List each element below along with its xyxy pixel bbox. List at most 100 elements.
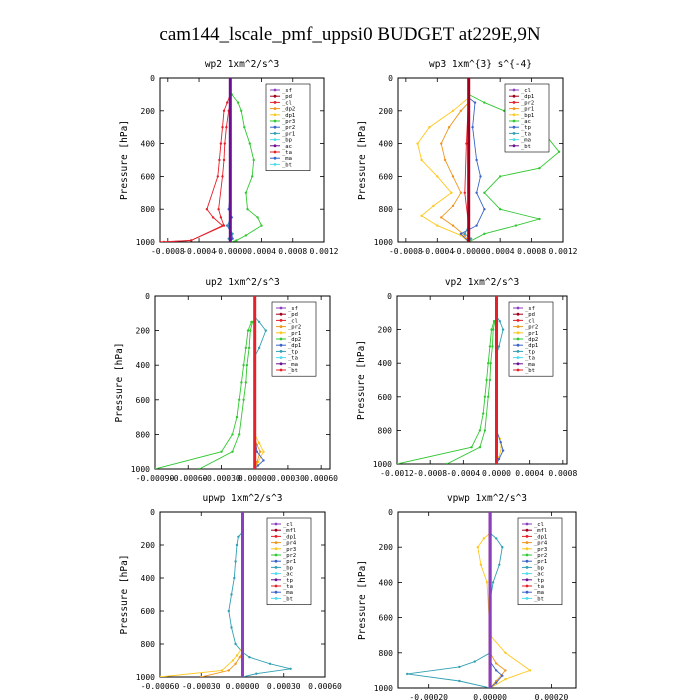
y-tick-label: 200 bbox=[136, 327, 151, 336]
legend-marker bbox=[273, 88, 277, 92]
series-point bbox=[231, 659, 235, 662]
series-point bbox=[451, 204, 455, 208]
legend-marker bbox=[516, 337, 520, 341]
series-point bbox=[246, 208, 249, 211]
y-tick-label: 200 bbox=[378, 326, 393, 335]
legend-entry: _ta bbox=[282, 150, 292, 156]
legend-marker bbox=[274, 559, 278, 563]
series-point bbox=[495, 662, 498, 665]
legend-marker bbox=[273, 94, 277, 98]
series-point bbox=[406, 672, 409, 676]
x-tick-label: 0.0004 bbox=[515, 469, 544, 478]
panel-6: vpwp 1xm^2/s^3 Pressure [hPa] 0 200 400 600 80… bbox=[357, 493, 577, 700]
legend-marker bbox=[516, 319, 520, 322]
series-point bbox=[436, 175, 439, 178]
series-point bbox=[255, 460, 259, 464]
y-tick-label: 400 bbox=[379, 578, 394, 587]
series-point bbox=[490, 328, 493, 331]
series-point bbox=[397, 462, 399, 464]
legend-marker bbox=[516, 350, 520, 353]
legend-marker bbox=[525, 584, 529, 588]
series-point bbox=[497, 345, 501, 348]
legend-marker bbox=[525, 590, 529, 594]
series-point bbox=[528, 669, 532, 672]
series-point bbox=[501, 449, 505, 452]
legend-entry: _bt bbox=[288, 368, 298, 374]
series-point bbox=[483, 232, 486, 235]
series-point bbox=[230, 626, 233, 629]
legend-marker bbox=[274, 572, 278, 575]
legend-marker bbox=[274, 541, 278, 544]
series-point bbox=[470, 446, 473, 449]
legend-entry: _cl bbox=[521, 88, 531, 94]
legend-entry: _ta bbox=[288, 356, 298, 362]
x-tick-label: 0.00000 bbox=[473, 693, 507, 700]
legend-entry: _dp2 bbox=[282, 107, 295, 113]
panels: wp2 1xm^2/s^3 Pressure [hPa] 0 200 400 600 800… bbox=[114, 59, 578, 700]
legend-entry: _bp1 bbox=[521, 113, 534, 119]
series-point bbox=[495, 669, 498, 672]
y-tick-label: 200 bbox=[379, 543, 394, 552]
legend-entry: _ac bbox=[282, 144, 292, 150]
series-point bbox=[256, 216, 259, 219]
series-point bbox=[440, 216, 443, 219]
series-point bbox=[450, 191, 453, 194]
series-point bbox=[478, 429, 482, 432]
legend-marker bbox=[512, 94, 516, 98]
series-line-pr2 bbox=[417, 97, 469, 242]
legend-marker bbox=[273, 163, 277, 166]
series-point bbox=[469, 237, 473, 240]
series-point bbox=[262, 459, 265, 462]
x-tick-label: 0.0004 bbox=[247, 247, 276, 256]
series-point bbox=[447, 126, 451, 129]
series-point bbox=[242, 364, 245, 367]
x-tick-label: -0.0004 bbox=[420, 247, 454, 256]
legend-entry: _bp bbox=[534, 565, 544, 571]
legend-entry: _ac bbox=[534, 572, 544, 578]
legend-entry: _ma bbox=[283, 590, 293, 596]
series-point bbox=[487, 362, 490, 365]
series-point bbox=[504, 678, 507, 681]
series-point bbox=[440, 142, 443, 145]
x-tick-label: 0.00060 bbox=[304, 474, 338, 483]
x-tick-label: -0.00060 bbox=[169, 474, 208, 483]
y-tick-label: 0 bbox=[387, 292, 392, 301]
legend-marker bbox=[279, 319, 283, 322]
x-tick-label: 0.0008 bbox=[278, 247, 307, 256]
y-tick-label: 600 bbox=[378, 393, 393, 402]
series-point bbox=[217, 208, 220, 211]
x-tick-label: -0.00030 bbox=[202, 474, 241, 483]
series-point bbox=[256, 464, 260, 467]
legend-marker bbox=[512, 101, 516, 104]
y-tick-label: 400 bbox=[379, 140, 394, 149]
series-point bbox=[483, 191, 486, 194]
series-point bbox=[238, 656, 241, 659]
legend-entry: _pr1 bbox=[288, 331, 301, 337]
legend-marker bbox=[279, 343, 283, 347]
legend-marker bbox=[279, 325, 283, 328]
series-point bbox=[463, 191, 466, 194]
series-point bbox=[488, 378, 492, 382]
legend-marker bbox=[279, 306, 283, 310]
x-tick-label: -0.0008 bbox=[413, 469, 447, 478]
series-point bbox=[485, 581, 489, 584]
series-point bbox=[538, 167, 541, 170]
legend-marker bbox=[512, 132, 516, 135]
y-tick-label: 1000 bbox=[374, 684, 393, 693]
series-point bbox=[190, 239, 193, 242]
series-line-pr1 bbox=[440, 102, 470, 242]
series-point bbox=[482, 537, 486, 540]
legend-entry: _dp1 bbox=[521, 94, 534, 100]
series-point bbox=[492, 328, 495, 331]
y-tick-label: 0 bbox=[150, 74, 155, 83]
legend-marker bbox=[512, 113, 516, 117]
series-point bbox=[483, 101, 486, 104]
series-point bbox=[236, 101, 240, 104]
x-tick-label: 0.00000 bbox=[238, 474, 272, 483]
series-point bbox=[459, 191, 463, 194]
y-tick-label: 1000 bbox=[374, 238, 393, 247]
series-point bbox=[234, 560, 237, 563]
series-point bbox=[458, 665, 461, 669]
legend-entry: _ta bbox=[521, 131, 531, 137]
legend-entry: _bp bbox=[283, 565, 293, 571]
